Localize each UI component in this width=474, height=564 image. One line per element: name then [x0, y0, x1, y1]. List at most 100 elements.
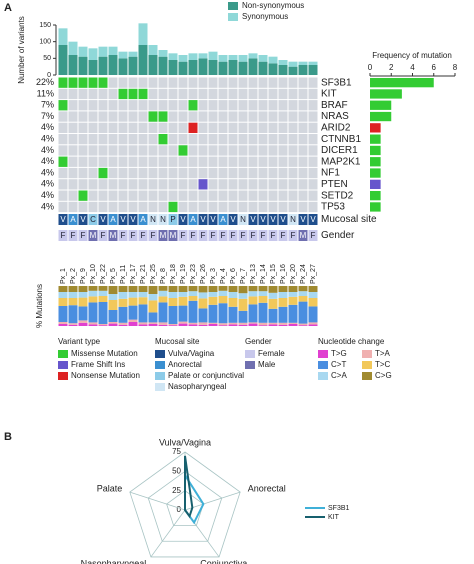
cell-background [178, 190, 188, 201]
track-cell [258, 230, 268, 241]
track-code: A [220, 215, 226, 224]
bar-segment [278, 324, 288, 326]
bar [370, 78, 434, 88]
bar-segment [68, 323, 78, 325]
cell-background [298, 201, 308, 213]
bar-segment [178, 323, 188, 326]
track-code: V [270, 215, 276, 224]
cell-background [158, 167, 168, 179]
track-cell [268, 230, 278, 241]
cell-background [68, 190, 78, 201]
bar-segment [98, 290, 108, 296]
legend-label: SF3B1 [328, 505, 350, 512]
bar-segment [78, 46, 88, 57]
sample-label: Px_18 [170, 264, 177, 284]
cell-background [68, 167, 78, 179]
bar-segment [58, 298, 68, 306]
cell-background [208, 156, 218, 167]
spoke [150, 509, 186, 558]
bar-segment [178, 61, 188, 75]
mutation-cell [168, 201, 178, 213]
cell-background [258, 167, 268, 179]
mutation-cell [188, 122, 198, 133]
cell-background [118, 179, 128, 190]
track-name: Mucosal site [321, 214, 377, 225]
cell-background [168, 77, 178, 88]
track-code: M [170, 231, 177, 240]
bar-segment [178, 305, 188, 322]
track-cell [158, 230, 168, 241]
y-tick-label: 100 [39, 39, 51, 46]
cell-background [268, 179, 278, 190]
cell-background [298, 134, 308, 145]
bar-segment [298, 301, 308, 324]
cell-background [288, 77, 298, 88]
bar-segment [68, 298, 78, 306]
cell-background [178, 111, 188, 122]
track-cell [148, 230, 158, 241]
track-cell [128, 230, 138, 241]
bar-segment [308, 298, 318, 307]
bar-segment [198, 53, 208, 59]
axis-label: Nasopharyngeal [81, 559, 147, 564]
cell-background [138, 201, 148, 213]
bar [370, 168, 381, 178]
bar-segment [188, 296, 198, 301]
legend-label: Palate or conjunctival [168, 371, 244, 380]
cell-background [228, 190, 238, 201]
cell-background [298, 88, 308, 100]
cell-background [308, 201, 318, 213]
bar-segment [88, 302, 98, 323]
track-code: V [130, 215, 136, 224]
bar-segment [58, 292, 68, 298]
cell-background [238, 111, 248, 122]
grid-line [147, 470, 223, 542]
cell-background [258, 77, 268, 88]
bar-segment [258, 286, 268, 292]
sample-label: Px_21 [140, 264, 147, 284]
bar-segment [78, 322, 88, 326]
gene-frequency: 11% [37, 88, 54, 98]
cell-background [98, 201, 108, 213]
track-code: F [211, 231, 216, 240]
bar-segment [278, 60, 288, 65]
cell-background [188, 167, 198, 179]
legend-swatch [155, 383, 165, 391]
cell-background [218, 122, 228, 133]
cell-background [278, 145, 288, 156]
cell-background [128, 100, 138, 111]
cell-background [148, 179, 158, 190]
bar-segment [168, 292, 178, 298]
cell-background [248, 145, 258, 156]
bar-segment [298, 323, 308, 326]
track-cell [178, 214, 188, 225]
track-cell [58, 214, 68, 225]
cell-background [138, 190, 148, 201]
cell-background [158, 201, 168, 213]
bar-segment [278, 298, 288, 307]
cell-background [108, 156, 118, 167]
cell-background [108, 134, 118, 145]
cell-background [288, 100, 298, 111]
cell-background [308, 190, 318, 201]
cell-background [68, 201, 78, 213]
gene-frequency: 22% [36, 77, 54, 87]
track-cell [128, 214, 138, 225]
cell-background [208, 179, 218, 190]
cell-background [158, 100, 168, 111]
track-cell [188, 230, 198, 241]
sample-label: Px_10 [90, 264, 97, 284]
cell-background [228, 111, 238, 122]
bar-segment [148, 324, 158, 326]
sample-label: Px_15 [270, 264, 277, 284]
legend-swatch [362, 361, 372, 369]
bar [370, 123, 381, 133]
bar-segment [128, 56, 138, 75]
legend-label: T>G [331, 349, 347, 358]
track-cell [168, 230, 178, 241]
cell-background [78, 156, 88, 167]
bar-segment [88, 296, 98, 303]
bar-segment [178, 286, 188, 292]
cell-background [218, 134, 228, 145]
